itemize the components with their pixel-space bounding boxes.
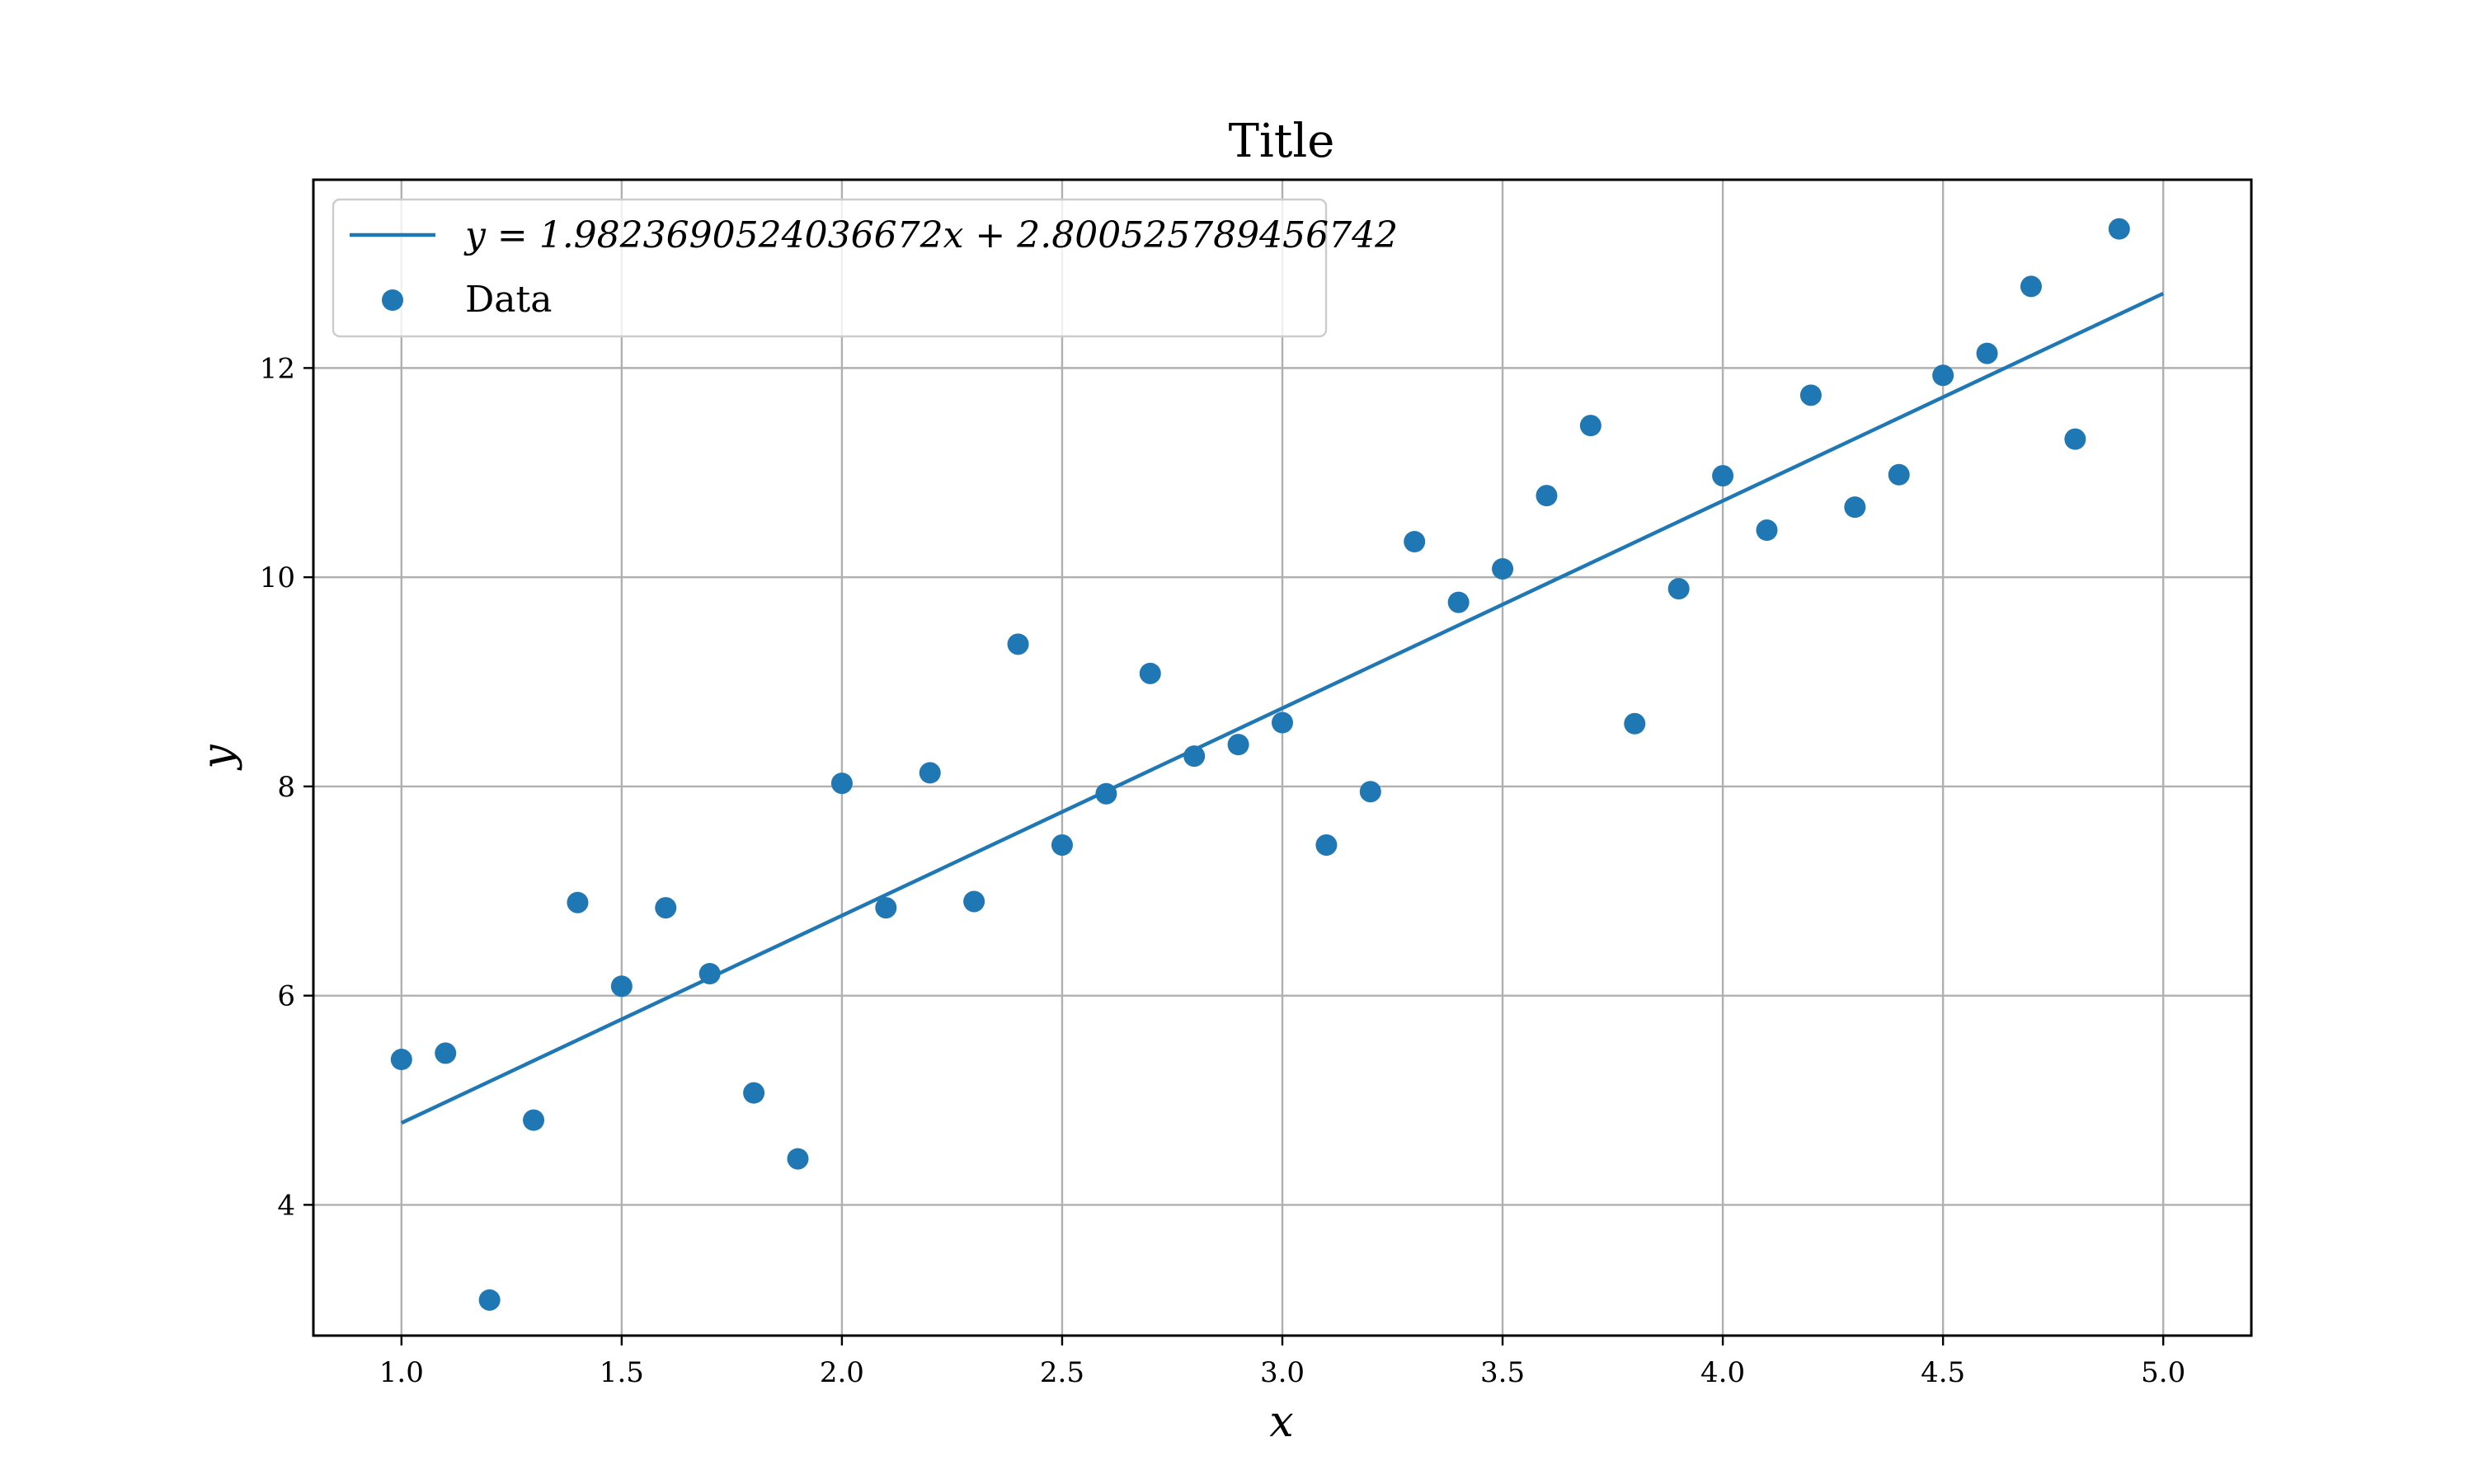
data-point [1227, 734, 1249, 756]
data-points [390, 218, 2130, 1311]
fit-line-layer [400, 291, 2165, 1125]
x-tick-label: 2.0 [820, 1356, 864, 1389]
data-point [1492, 557, 1514, 580]
data-point [1359, 781, 1381, 803]
data-point [1756, 519, 1778, 542]
data-point [610, 975, 633, 998]
data-point [1844, 496, 1866, 519]
x-tick-label: 3.0 [1260, 1356, 1305, 1389]
plot-frame [312, 178, 2253, 1337]
y-tick-label: 4 [277, 1189, 295, 1222]
data-point [1799, 384, 1822, 406]
data-point [390, 1049, 412, 1071]
legend-fit-label: y = 1.9823690524036672x + 2.800525789456… [463, 214, 1398, 256]
legend: y = 1.9823690524036672x + 2.800525789456… [332, 198, 1398, 338]
data-point [567, 891, 589, 913]
chart-title: Title [1229, 115, 1335, 168]
x-tick-label: 1.0 [379, 1356, 424, 1389]
data-point [1051, 834, 1073, 856]
data-point [1888, 463, 1910, 486]
data-point [698, 963, 721, 985]
data-point [523, 1109, 545, 1131]
y-tick-label: 6 [277, 980, 295, 1013]
data-point [1007, 633, 1029, 655]
axis-ticks: 1.0 1.5 2.0 2.5 3.0 3.5 4.0 4.5 5.0 4 6 8 10 12 [260, 352, 2185, 1389]
data-point [830, 773, 853, 795]
data-point [1095, 782, 1117, 805]
data-point [1579, 415, 1602, 437]
data-point [1315, 834, 1338, 856]
legend-data-label: Data [465, 279, 552, 321]
data-point [743, 1082, 765, 1104]
data-point [1932, 364, 1954, 387]
data-point [435, 1042, 457, 1064]
data-point [1183, 745, 1206, 768]
data-point [1404, 530, 1426, 552]
data-point [787, 1148, 809, 1170]
data-point [478, 1289, 501, 1311]
x-tick-label: 2.5 [1040, 1356, 1084, 1389]
data-point [1536, 485, 1558, 507]
x-tick-label: 1.5 [600, 1356, 644, 1389]
data-point [2020, 275, 2042, 298]
data-point [1447, 591, 1470, 613]
data-point [1976, 342, 1998, 364]
data-point [1712, 465, 1734, 487]
data-point [875, 897, 897, 919]
x-tick-label: 5.0 [2141, 1356, 2185, 1389]
data-point [1624, 712, 1646, 735]
x-axis-label: x [1269, 1397, 1293, 1447]
y-tick-label: 8 [277, 771, 295, 804]
y-tick-label: 12 [260, 352, 295, 385]
y-tick-label: 10 [260, 561, 295, 594]
x-tick-label: 3.5 [1480, 1356, 1525, 1389]
x-tick-label: 4.0 [1700, 1356, 1745, 1389]
data-point [1272, 711, 1293, 734]
fit-line [400, 291, 2165, 1125]
data-point [655, 897, 677, 919]
y-axis-label: y [194, 744, 243, 771]
data-point [1139, 662, 1161, 684]
x-tick-label: 4.5 [1921, 1356, 1965, 1389]
legend-data-marker [382, 289, 403, 311]
data-point [919, 762, 941, 784]
data-point [2108, 218, 2130, 240]
data-point [2064, 428, 2086, 450]
legend-box [332, 198, 1328, 338]
data-point [1667, 578, 1690, 600]
data-point [963, 890, 985, 913]
